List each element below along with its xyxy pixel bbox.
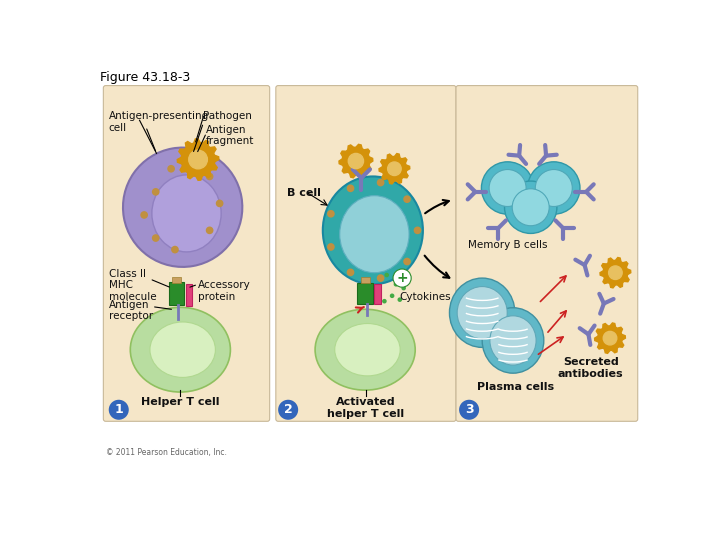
Circle shape [390, 294, 395, 298]
Circle shape [346, 268, 354, 276]
Circle shape [387, 162, 401, 176]
Circle shape [327, 243, 335, 251]
Text: Accessory
protein: Accessory protein [198, 280, 251, 302]
Text: Figure 43.18-3: Figure 43.18-3 [99, 71, 190, 84]
Text: © 2011 Pearson Education, Inc.: © 2011 Pearson Education, Inc. [106, 448, 227, 457]
Circle shape [152, 188, 160, 195]
FancyBboxPatch shape [172, 276, 181, 284]
Text: Antigen
fragment: Antigen fragment [206, 125, 254, 146]
Ellipse shape [340, 195, 409, 273]
Ellipse shape [457, 287, 507, 339]
Polygon shape [379, 153, 410, 184]
Ellipse shape [505, 181, 557, 233]
Circle shape [414, 226, 421, 234]
Circle shape [206, 173, 213, 180]
Circle shape [171, 246, 179, 253]
Circle shape [346, 185, 354, 192]
Ellipse shape [512, 189, 549, 226]
FancyBboxPatch shape [374, 284, 381, 304]
Text: +: + [396, 271, 408, 285]
Text: Memory B cells: Memory B cells [468, 240, 547, 251]
Ellipse shape [449, 278, 515, 347]
Circle shape [348, 153, 364, 168]
Ellipse shape [130, 307, 230, 392]
Circle shape [152, 234, 160, 242]
FancyBboxPatch shape [361, 276, 370, 284]
Circle shape [401, 286, 406, 291]
Circle shape [377, 179, 384, 186]
Text: Helper T cell: Helper T cell [141, 397, 220, 408]
Ellipse shape [482, 308, 544, 373]
FancyBboxPatch shape [104, 85, 270, 421]
Ellipse shape [150, 322, 215, 377]
Text: Secreted
antibodies: Secreted antibodies [558, 357, 624, 379]
FancyBboxPatch shape [276, 85, 456, 421]
Text: Pathogen: Pathogen [204, 111, 252, 121]
Polygon shape [339, 144, 373, 178]
Circle shape [278, 400, 298, 420]
Text: B cell: B cell [287, 188, 320, 198]
Circle shape [394, 282, 398, 287]
Ellipse shape [323, 177, 423, 284]
Circle shape [216, 200, 223, 207]
Circle shape [403, 195, 411, 203]
Circle shape [603, 332, 617, 345]
Circle shape [109, 400, 129, 420]
Text: Activated
helper T cell: Activated helper T cell [328, 397, 405, 419]
Text: Antigen-presenting
cell: Antigen-presenting cell [109, 111, 209, 133]
Text: 1: 1 [114, 403, 123, 416]
Ellipse shape [315, 309, 415, 390]
Ellipse shape [489, 170, 526, 206]
Text: 3: 3 [465, 403, 474, 416]
Text: Plasma cells: Plasma cells [477, 382, 554, 392]
Circle shape [327, 210, 335, 218]
Circle shape [403, 258, 411, 265]
Circle shape [382, 299, 387, 303]
FancyBboxPatch shape [357, 283, 373, 304]
Circle shape [206, 226, 213, 234]
Polygon shape [600, 258, 631, 288]
Ellipse shape [482, 162, 534, 214]
Circle shape [189, 150, 207, 169]
Ellipse shape [528, 162, 580, 214]
Text: Antigen
receptor: Antigen receptor [109, 300, 153, 321]
Text: 2: 2 [284, 403, 292, 416]
Circle shape [384, 273, 389, 278]
Circle shape [397, 298, 402, 302]
Ellipse shape [490, 316, 536, 365]
Circle shape [377, 274, 384, 282]
Circle shape [459, 400, 479, 420]
Ellipse shape [123, 147, 243, 267]
Ellipse shape [535, 170, 572, 206]
Polygon shape [177, 139, 219, 180]
FancyBboxPatch shape [168, 282, 184, 305]
Ellipse shape [152, 175, 221, 252]
Circle shape [608, 266, 622, 280]
Ellipse shape [335, 323, 400, 376]
Text: Class II
MHC
molecule: Class II MHC molecule [109, 269, 156, 302]
Circle shape [167, 165, 175, 173]
FancyBboxPatch shape [456, 85, 638, 421]
FancyBboxPatch shape [186, 284, 192, 306]
Polygon shape [595, 323, 626, 353]
Text: Cytokines: Cytokines [400, 292, 451, 302]
Circle shape [140, 211, 148, 219]
